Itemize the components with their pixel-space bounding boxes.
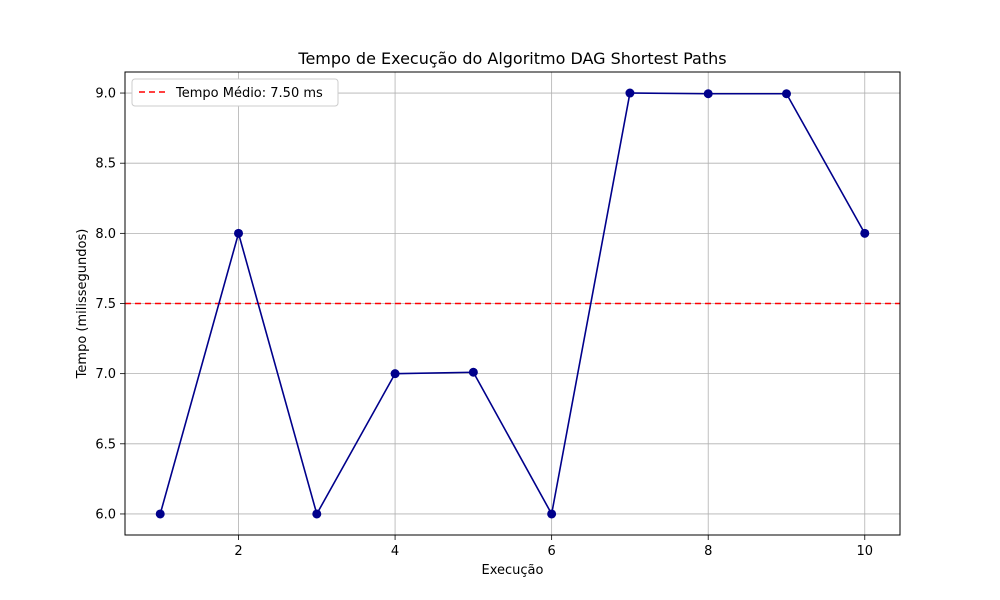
data-point xyxy=(625,88,635,98)
y-tick-label: 8.0 xyxy=(95,227,116,242)
x-tick-label: 4 xyxy=(391,544,399,559)
y-tick-label: 7.0 xyxy=(95,367,116,382)
data-point xyxy=(234,228,244,238)
data-point xyxy=(703,89,713,99)
legend: Tempo Médio: 7.50 ms xyxy=(131,78,339,107)
x-axis-ticks: 2 4 6 8 10 xyxy=(234,535,873,559)
x-tick-label: 8 xyxy=(704,544,712,559)
series-group xyxy=(155,88,870,519)
legend-entry-mean-time: Tempo Médio: 7.50 ms xyxy=(175,86,323,101)
y-tick-label: 8.5 xyxy=(95,157,116,172)
y-tick-label: 6.0 xyxy=(95,507,116,522)
x-tick-label: 6 xyxy=(548,544,556,559)
y-tick-label: 7.5 xyxy=(95,297,116,312)
data-point xyxy=(781,89,791,99)
data-point xyxy=(860,228,870,238)
data-point xyxy=(468,367,478,377)
legend-box xyxy=(131,78,339,107)
chart-title: Tempo de Execução do Algoritmo DAG Short… xyxy=(297,49,726,68)
y-axis-ticks: 6.0 6.5 7.0 7.5 8.0 8.5 9.0 xyxy=(95,87,125,522)
data-point xyxy=(155,509,165,519)
grid xyxy=(125,72,900,535)
y-axis-label: Tempo (milissegundos) xyxy=(75,229,90,380)
data-point xyxy=(547,509,557,519)
data-point xyxy=(312,509,322,519)
series-line xyxy=(159,92,866,517)
data-point xyxy=(390,369,400,379)
x-axis-label: Execução xyxy=(482,563,544,578)
x-tick-label: 10 xyxy=(856,544,873,559)
y-tick-label: 9.0 xyxy=(95,87,116,102)
x-tick-label: 2 xyxy=(234,544,242,559)
y-tick-label: 6.5 xyxy=(95,437,116,452)
